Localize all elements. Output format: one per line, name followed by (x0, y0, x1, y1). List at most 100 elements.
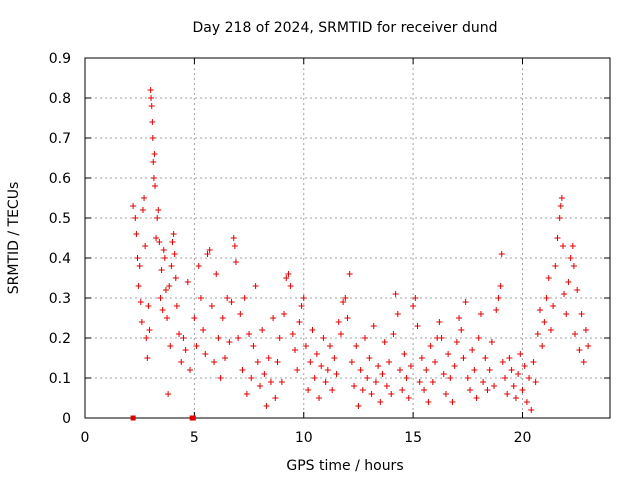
y-tick-label: 0.2 (49, 331, 71, 347)
data-point (515, 371, 522, 377)
data-point (168, 263, 175, 269)
x-tick-label: 20 (514, 430, 532, 446)
data-point (342, 295, 349, 301)
data-point (381, 339, 388, 345)
data-point (309, 327, 316, 333)
data-point (508, 367, 515, 373)
data-point (138, 319, 145, 325)
data-point (423, 367, 430, 373)
data-point (394, 311, 401, 317)
data-point (222, 355, 228, 361)
chart-title: Day 218 of 2024, SRMTID for receiver dun… (193, 20, 498, 36)
data-point (248, 375, 255, 381)
data-point (337, 331, 344, 337)
data-point (289, 331, 296, 337)
data-point (254, 359, 261, 365)
data-point (180, 335, 187, 341)
data-point (498, 251, 505, 257)
data-point (261, 371, 268, 377)
data-point (351, 383, 358, 389)
data-point (456, 315, 463, 321)
data-point (305, 387, 312, 393)
data-point (132, 215, 139, 221)
data-point (154, 215, 161, 221)
data-point (383, 383, 390, 389)
data-point (464, 375, 471, 381)
data-point (543, 295, 550, 301)
data-point (344, 315, 351, 321)
data-point (438, 335, 445, 341)
data-point (421, 387, 428, 393)
data-point (401, 351, 408, 357)
data-point (572, 331, 578, 337)
data-point (547, 327, 554, 333)
data-point (561, 291, 568, 297)
data-point (557, 203, 564, 209)
data-point (506, 355, 513, 361)
scatter-points (130, 87, 592, 421)
data-point (263, 403, 270, 409)
data-point (267, 379, 274, 385)
data-point (213, 271, 220, 277)
data-point (497, 283, 504, 289)
data-point (493, 307, 500, 313)
data-point (151, 151, 158, 157)
data-point (541, 319, 548, 325)
data-point (239, 367, 246, 373)
data-point (570, 263, 577, 269)
data-point (499, 359, 506, 365)
data-point (462, 299, 469, 305)
data-point (272, 395, 279, 401)
data-point (545, 275, 552, 281)
data-point (482, 355, 489, 361)
data-point (416, 379, 423, 385)
y-tick-label: 0 (62, 411, 71, 427)
data-point (445, 351, 452, 357)
data-point (324, 367, 331, 373)
data-point (512, 395, 519, 401)
axis-ticks: 0 0.1 0.2 0.3 0.4 0.5 0.6 0.7 0.8 0.9 0 5 10 15 20 (49, 51, 610, 446)
data-point (368, 391, 375, 397)
data-point (158, 267, 165, 273)
data-point (451, 363, 458, 369)
data-point (133, 231, 140, 237)
data-point (552, 263, 559, 269)
data-point (147, 87, 154, 93)
data-point (278, 379, 285, 385)
data-point (193, 343, 200, 349)
data-point (152, 183, 158, 189)
y-tick-label: 0.6 (49, 171, 71, 187)
data-point (480, 379, 487, 385)
data-point (458, 327, 465, 333)
data-point (447, 375, 454, 381)
data-point (311, 375, 318, 381)
data-point (477, 311, 484, 317)
data-point (333, 371, 340, 377)
plot-frame (84, 57, 611, 419)
data-point (414, 323, 421, 329)
data-point (156, 239, 163, 245)
data-point (523, 399, 530, 405)
y-tick-label: 0.7 (49, 131, 71, 147)
data-point (173, 303, 180, 309)
data-point (519, 387, 526, 393)
data-point (313, 351, 320, 357)
data-point (407, 363, 414, 369)
data-point (412, 295, 419, 301)
data-point (364, 375, 371, 381)
data-point (331, 355, 338, 361)
x-tick-label: 0 (81, 430, 90, 446)
data-point (195, 263, 202, 269)
data-point (471, 367, 478, 373)
data-point (537, 307, 543, 313)
data-point (318, 363, 325, 369)
data-point (580, 359, 587, 365)
data-point (285, 271, 292, 277)
data-point (165, 391, 172, 397)
data-point (427, 343, 434, 349)
data-point (170, 231, 177, 237)
data-point (161, 255, 168, 261)
data-point (143, 335, 150, 341)
data-point (178, 359, 185, 365)
data-point (230, 235, 237, 241)
